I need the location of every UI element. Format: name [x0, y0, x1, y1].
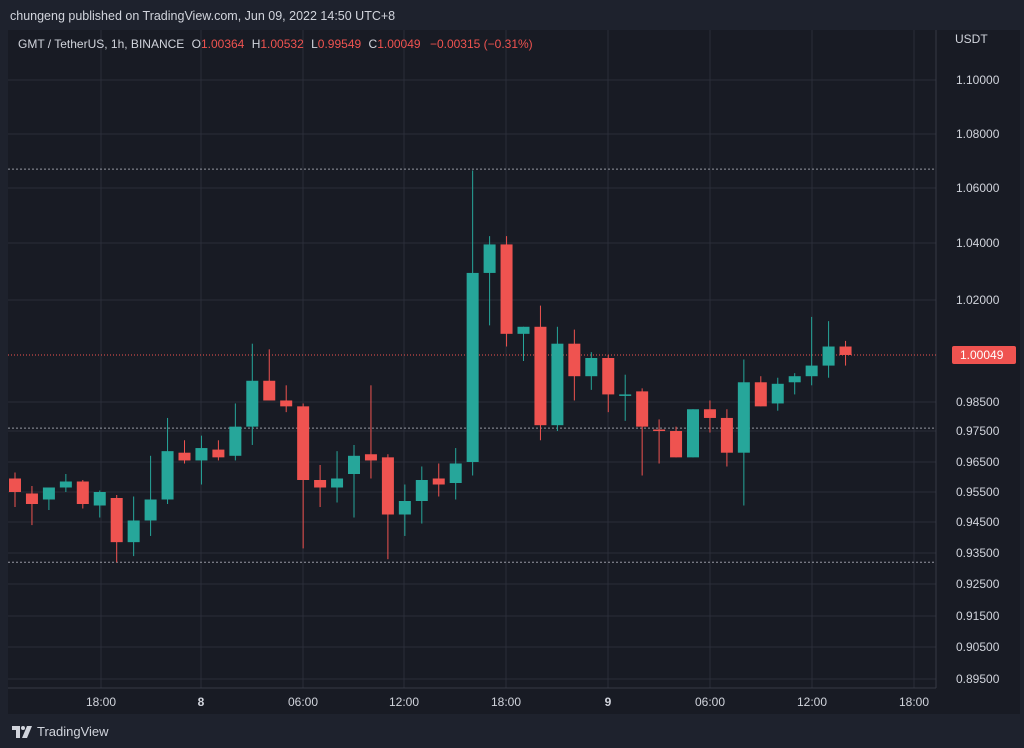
- candle-up: [805, 365, 818, 377]
- price-tick-label: 1.10000: [956, 73, 1000, 87]
- high-value: 1.00532: [260, 37, 304, 51]
- price-tick-label: 0.95500: [956, 485, 1000, 499]
- candle-up: [398, 501, 411, 515]
- candle-down: [178, 452, 191, 461]
- candle-up: [687, 409, 699, 458]
- candle-up: [127, 520, 140, 543]
- chart-legend: GMT / TetherUS, 1h, BINANCE O1.00364 H1.…: [18, 37, 533, 51]
- candle-up: [517, 326, 530, 334]
- change-value: −0.00315 (−0.31%): [429, 37, 533, 51]
- candle-up: [551, 343, 564, 426]
- candle-up: [229, 426, 242, 456]
- candle-up: [59, 481, 72, 488]
- candlestick-chart[interactable]: USDT 1.10000 1.08000 1.06000 1.04000 1.02000 0…: [8, 30, 1020, 714]
- price-tick-label: 0.96500: [956, 455, 1000, 469]
- close-label: C: [368, 37, 378, 51]
- price-tick-label: 0.89500: [956, 672, 1000, 686]
- candle-down: [534, 326, 547, 426]
- time-tick-label: 12:00: [797, 695, 827, 709]
- symbol-label: GMT / TetherUS, 1h, BINANCE: [18, 37, 185, 51]
- tradingview-logo-icon: [12, 725, 32, 738]
- price-axis-currency: USDT: [955, 32, 988, 46]
- candle-down: [280, 400, 293, 407]
- tradingview-logo[interactable]: TradingView: [12, 724, 109, 739]
- candle-down: [263, 380, 276, 401]
- candle-up: [449, 463, 462, 483]
- price-tick-label: 0.94500: [956, 515, 1000, 529]
- candle-up: [466, 272, 479, 462]
- candle-up: [619, 394, 632, 396]
- price-tick-label: 0.91500: [956, 609, 1000, 623]
- candle-up: [93, 492, 106, 506]
- candle-down: [9, 478, 21, 492]
- header-bar: chungeng published on TradingView.com, J…: [0, 0, 1024, 30]
- candle-up: [195, 448, 208, 461]
- price-tick-label: 0.98500: [956, 395, 1000, 409]
- candle-up: [771, 383, 784, 404]
- low-label: L: [311, 37, 318, 51]
- candle-down: [500, 244, 513, 334]
- candle-down: [754, 382, 767, 407]
- candle-down: [602, 358, 615, 395]
- candle-down: [568, 343, 581, 377]
- high-label: H: [251, 37, 261, 51]
- candle-up: [246, 380, 259, 427]
- time-tick-label: 06:00: [695, 695, 725, 709]
- candle-up: [788, 376, 801, 383]
- time-tick-label: 9: [605, 695, 612, 709]
- price-tick-label: 0.90500: [956, 640, 1000, 654]
- time-tick-label: 06:00: [288, 695, 318, 709]
- candle-down: [720, 417, 733, 453]
- price-tick-label: 1.06000: [956, 181, 1000, 195]
- last-price-tag: [952, 346, 1016, 364]
- close-value: 1.00049: [377, 37, 421, 51]
- candle-up: [161, 451, 174, 500]
- candle-down: [25, 493, 38, 504]
- low-value: 0.99549: [317, 37, 362, 51]
- last-price-label: 1.00049: [960, 348, 1004, 362]
- candle-down: [839, 346, 852, 355]
- price-tick-label: 1.04000: [956, 236, 1000, 250]
- chart-frame[interactable]: USDT 1.10000 1.08000 1.06000 1.04000 1.02000 0…: [8, 30, 1020, 714]
- candle-up: [42, 487, 55, 500]
- candle-down: [636, 391, 649, 427]
- time-tick-label: 18:00: [86, 695, 116, 709]
- candle-up: [144, 499, 157, 521]
- price-tick-label: 0.92500: [956, 577, 1000, 591]
- candle-down: [653, 429, 666, 432]
- time-tick-label: 12:00: [389, 695, 419, 709]
- candle-up: [585, 358, 598, 377]
- candle-up: [348, 455, 360, 474]
- time-tick-label: 18:00: [899, 695, 929, 709]
- candle-up: [483, 244, 496, 273]
- publisher-text: chungeng published on TradingView.com, J…: [10, 9, 396, 23]
- candle-down: [703, 409, 716, 418]
- price-tick-label: 1.08000: [956, 127, 1000, 141]
- open-value: 1.00364: [200, 37, 245, 51]
- brand-name: TradingView: [37, 724, 109, 739]
- candle-up: [331, 478, 344, 488]
- time-tick-label: 18:00: [491, 695, 521, 709]
- candle-down: [670, 431, 683, 458]
- candle-up: [415, 480, 428, 501]
- price-tick-label: 0.97500: [956, 424, 1000, 438]
- candle-down: [364, 454, 377, 461]
- candle-up: [737, 382, 750, 453]
- candle-down: [381, 457, 394, 515]
- candle-down: [212, 449, 225, 458]
- time-tick-label: 8: [198, 695, 205, 709]
- candle-down: [314, 480, 327, 488]
- candle-down: [297, 406, 310, 480]
- candle-down: [76, 481, 89, 504]
- open-label: O: [191, 37, 201, 51]
- price-tick-label: 1.02000: [956, 293, 1000, 307]
- candle-up: [822, 346, 835, 366]
- footer-bar: TradingView: [0, 714, 1024, 748]
- candle-down: [432, 478, 445, 485]
- candle-down: [110, 498, 123, 543]
- price-tick-label: 0.93500: [956, 546, 1000, 560]
